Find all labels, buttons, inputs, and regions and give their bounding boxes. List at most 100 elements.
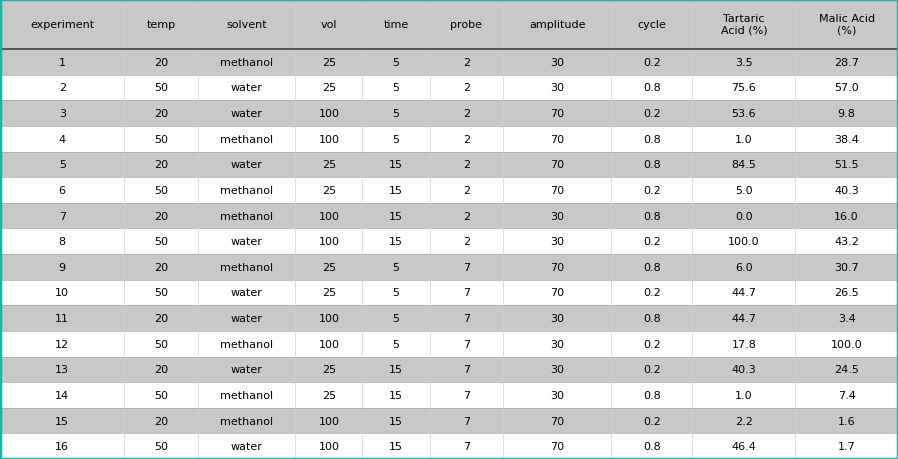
Text: 15: 15 <box>389 237 403 246</box>
Text: 10: 10 <box>55 288 69 298</box>
Text: 1.6: 1.6 <box>838 416 856 425</box>
Text: 25: 25 <box>321 185 336 196</box>
Text: 57.0: 57.0 <box>834 83 859 93</box>
Text: 3.5: 3.5 <box>735 58 753 67</box>
Text: 13: 13 <box>55 364 69 375</box>
Text: 6.0: 6.0 <box>735 262 753 272</box>
Text: 30: 30 <box>550 83 564 93</box>
Text: 0.2: 0.2 <box>643 58 661 67</box>
Text: water: water <box>231 288 262 298</box>
Text: 30: 30 <box>550 211 564 221</box>
Text: 75.6: 75.6 <box>732 83 756 93</box>
Text: 50: 50 <box>154 237 168 246</box>
Text: 9.8: 9.8 <box>838 109 856 119</box>
Text: 50: 50 <box>154 441 168 451</box>
Text: 20: 20 <box>154 364 168 375</box>
Text: 40.3: 40.3 <box>834 185 859 196</box>
Text: 30: 30 <box>550 237 564 246</box>
Text: water: water <box>231 364 262 375</box>
Text: 14: 14 <box>55 390 69 400</box>
Text: 51.5: 51.5 <box>834 160 858 170</box>
Text: 30: 30 <box>550 390 564 400</box>
Text: 30.7: 30.7 <box>834 262 859 272</box>
Text: 7: 7 <box>462 441 470 451</box>
Text: 5: 5 <box>392 313 400 323</box>
Text: 1.7: 1.7 <box>838 441 856 451</box>
Text: water: water <box>231 109 262 119</box>
Text: 7: 7 <box>58 211 66 221</box>
Text: 70: 70 <box>550 134 564 145</box>
Text: 25: 25 <box>321 364 336 375</box>
Text: 3: 3 <box>58 109 66 119</box>
Text: water: water <box>231 160 262 170</box>
Text: 15: 15 <box>389 160 403 170</box>
Text: 7: 7 <box>462 313 470 323</box>
Bar <box>0 254 898 280</box>
Text: 50: 50 <box>154 339 168 349</box>
Bar <box>0 433 898 459</box>
Text: 25: 25 <box>321 160 336 170</box>
Text: 50: 50 <box>154 390 168 400</box>
Text: 25: 25 <box>321 58 336 67</box>
Text: 25: 25 <box>321 262 336 272</box>
Text: 70: 70 <box>550 416 564 425</box>
Text: 7: 7 <box>462 416 470 425</box>
Text: 15: 15 <box>55 416 69 425</box>
Text: 2: 2 <box>462 58 470 67</box>
Text: 70: 70 <box>550 262 564 272</box>
Text: 8: 8 <box>58 237 66 246</box>
Text: 50: 50 <box>154 134 168 145</box>
Text: 2: 2 <box>462 134 470 145</box>
Bar <box>0 50 898 75</box>
Text: 2: 2 <box>462 160 470 170</box>
Text: 5.0: 5.0 <box>735 185 753 196</box>
Text: 1.0: 1.0 <box>735 134 753 145</box>
Text: 26.5: 26.5 <box>834 288 859 298</box>
Text: 0.2: 0.2 <box>643 416 661 425</box>
Text: 5: 5 <box>392 339 400 349</box>
Text: 70: 70 <box>550 109 564 119</box>
Text: 25: 25 <box>321 288 336 298</box>
Text: 20: 20 <box>154 211 168 221</box>
Text: 2: 2 <box>462 237 470 246</box>
Text: 0.8: 0.8 <box>643 313 661 323</box>
Text: methanol: methanol <box>220 58 273 67</box>
Text: 100: 100 <box>319 441 339 451</box>
Text: 5: 5 <box>392 134 400 145</box>
Text: 7: 7 <box>462 339 470 349</box>
Text: 44.7: 44.7 <box>731 288 756 298</box>
Text: 38.4: 38.4 <box>834 134 859 145</box>
Text: 11: 11 <box>55 313 69 323</box>
Text: 0.8: 0.8 <box>643 390 661 400</box>
Text: 7: 7 <box>462 364 470 375</box>
Text: 12: 12 <box>55 339 69 349</box>
Text: 5: 5 <box>58 160 66 170</box>
Text: 70: 70 <box>550 441 564 451</box>
Text: 2: 2 <box>462 83 470 93</box>
Bar <box>0 229 898 254</box>
Text: 20: 20 <box>154 262 168 272</box>
Bar <box>0 0 898 50</box>
Text: 100: 100 <box>319 211 339 221</box>
Text: amplitude: amplitude <box>529 20 585 30</box>
Text: water: water <box>231 237 262 246</box>
Text: 0.2: 0.2 <box>643 237 661 246</box>
Text: 9: 9 <box>58 262 66 272</box>
Text: 6: 6 <box>58 185 66 196</box>
Text: water: water <box>231 83 262 93</box>
Bar <box>0 101 898 127</box>
Text: 50: 50 <box>154 83 168 93</box>
Text: 15: 15 <box>389 416 403 425</box>
Text: 100: 100 <box>319 313 339 323</box>
Text: 0.2: 0.2 <box>643 364 661 375</box>
Text: 7.4: 7.4 <box>838 390 856 400</box>
Text: 0.0: 0.0 <box>735 211 753 221</box>
Text: 0.2: 0.2 <box>643 109 661 119</box>
Text: vol: vol <box>321 20 337 30</box>
Text: 20: 20 <box>154 416 168 425</box>
Text: 25: 25 <box>321 390 336 400</box>
Text: 44.7: 44.7 <box>731 313 756 323</box>
Text: 0.2: 0.2 <box>643 185 661 196</box>
Text: 7: 7 <box>462 288 470 298</box>
Text: 1.0: 1.0 <box>735 390 753 400</box>
